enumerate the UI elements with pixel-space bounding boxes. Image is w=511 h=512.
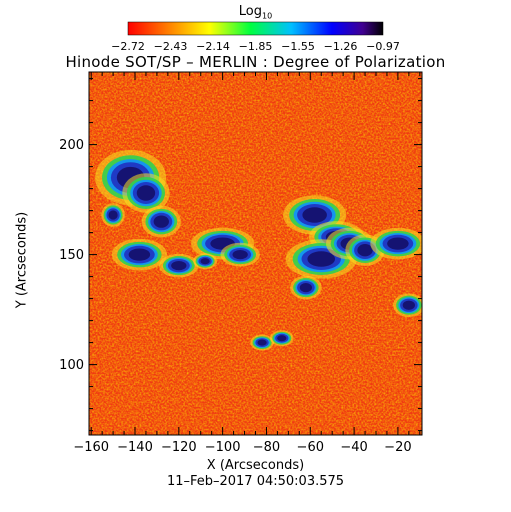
colorbar-tick-label: −0.97 [366, 40, 400, 53]
colorbar-tick-label: −1.85 [238, 40, 273, 53]
x-tick-label: −160 [73, 440, 110, 455]
colorbar-tick-label: −1.26 [323, 40, 358, 53]
polarization-patch [232, 249, 248, 260]
x-tick-label: −40 [340, 440, 368, 455]
y-tick-label: 200 [59, 137, 84, 153]
x-tick-label: −140 [117, 440, 153, 455]
polarization-patch [402, 300, 415, 310]
polarization-patch [257, 339, 267, 346]
polarization-patch [302, 207, 327, 223]
polarization-map [89, 72, 422, 435]
polarization-patch [136, 185, 156, 201]
y-tick-label: 100 [59, 357, 84, 373]
y-axis-label: Y (Arcseconds) [14, 211, 30, 309]
polarization-patch [357, 244, 373, 257]
x-tick-label: −120 [160, 440, 197, 455]
observation-date: 11–Feb–2017 04:50:03.575 [166, 474, 345, 489]
polarization-patch [299, 282, 313, 293]
colorbar-tick-label: −2.14 [196, 40, 230, 53]
polarization-patch [387, 237, 409, 250]
polarization-patch [128, 248, 151, 261]
y-tick-label: 150 [59, 247, 84, 263]
polarization-patch [277, 335, 287, 342]
x-axis-label: X (Arcseconds) [206, 458, 305, 473]
x-tick-label: −20 [384, 440, 412, 455]
colorbar-title: Log10 [238, 4, 273, 21]
polarization-patch [307, 251, 336, 267]
x-tick-label: −100 [204, 440, 241, 455]
colorbar-tick-label: −1.55 [281, 40, 315, 53]
polarization-patch [153, 215, 169, 228]
colorbar-tick-label: −2.43 [153, 40, 188, 53]
x-tick-label: −60 [296, 440, 324, 455]
polarization-patch [108, 210, 118, 220]
colorbar-tick-label: −2.72 [111, 40, 145, 53]
x-tick-label: −80 [252, 440, 281, 455]
polarization-patch [171, 260, 187, 271]
plot-title: Hinode SOT/SP – MERLIN : Degree of Polar… [65, 53, 446, 71]
polarization-patch [200, 258, 210, 265]
colorbar [127, 21, 384, 36]
